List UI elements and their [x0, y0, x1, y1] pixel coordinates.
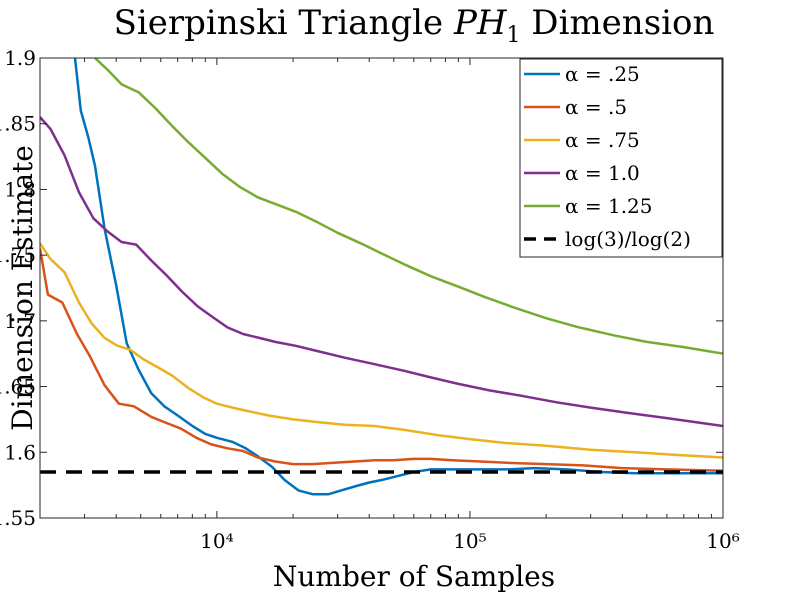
y-tick-label: 1.55	[0, 506, 36, 530]
series-line-1	[40, 248, 723, 472]
x-tick-label: 10⁴	[200, 529, 233, 553]
y-tick-label: 1.8	[4, 177, 36, 201]
series-line-3	[40, 116, 723, 428]
tick-layer: 1.55 1.6 1.65 1.7 1.75 1.8 1.85 1.9 10⁴ 10⁵ 10⁶	[0, 46, 740, 553]
y-tick-label: 1.6	[4, 440, 36, 464]
legend-box	[519, 58, 723, 258]
legend-label-4: α = 1.25	[565, 194, 653, 218]
series-line-0	[73, 58, 723, 496]
legend-label-2: α = .75	[565, 128, 640, 152]
y-tick-label: 1.7	[4, 309, 36, 333]
x-axis-label: Number of Samples	[273, 560, 555, 593]
legend-label-3: α = 1.0	[565, 161, 640, 185]
y-tick-label: 1.75	[0, 243, 36, 267]
y-axis-label: Dimension Estimate	[6, 145, 39, 431]
legend-label-0: α = .25	[565, 62, 640, 86]
legend: α = .25 α = .5 α = .75 α = 1.0 α = 1.25 log(3…	[519, 58, 723, 258]
series-line-4	[94, 58, 723, 355]
legend-label-1: α = .5	[565, 95, 627, 119]
y-tick-label: 1.9	[4, 46, 36, 70]
series-layer	[40, 58, 723, 496]
y-tick-label: 1.85	[0, 112, 36, 136]
x-tick-label: 10⁵	[453, 529, 486, 553]
series-line-2	[40, 242, 723, 459]
legend-label-5: log(3)/log(2)	[565, 227, 691, 251]
axes-box	[39, 57, 724, 519]
chart-title: Sierpinski Triangle PH1 Dimension	[114, 3, 715, 48]
y-tick-label: 1.65	[0, 375, 36, 399]
x-tick-label: 10⁶	[706, 529, 739, 553]
